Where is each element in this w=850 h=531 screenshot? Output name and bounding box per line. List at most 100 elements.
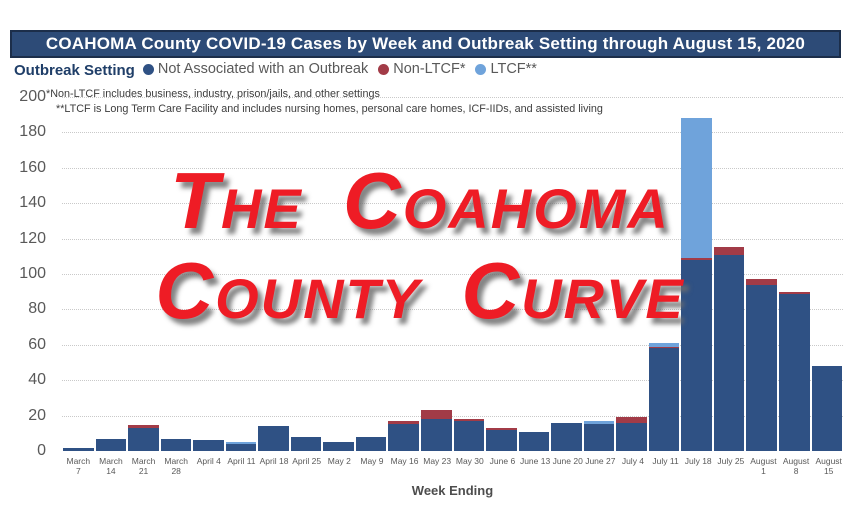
y-tick-label: 200 xyxy=(19,88,46,105)
bar-segment xyxy=(193,440,224,451)
y-tick-label: 40 xyxy=(28,371,46,389)
bar-column xyxy=(583,97,615,451)
bar-column xyxy=(811,97,843,451)
legend-dot-icon xyxy=(378,63,390,75)
bar-segment xyxy=(225,443,257,451)
bar-column xyxy=(486,97,517,451)
bar-segment xyxy=(225,442,257,444)
legend-item: Not Associated with an Outbreak xyxy=(142,61,369,78)
bar-segment xyxy=(616,417,647,423)
bar-segment xyxy=(518,431,550,451)
x-axis-title: Week Ending xyxy=(411,483,494,498)
gridline xyxy=(62,274,843,275)
gridline xyxy=(62,309,843,311)
gridline xyxy=(62,167,843,169)
bar-segment xyxy=(453,420,485,451)
bar-column xyxy=(388,97,420,451)
x-tick-label: March 7 xyxy=(66,456,91,476)
bar-column xyxy=(63,97,94,451)
x-tick-label: April 25 xyxy=(292,456,322,466)
bar-segment xyxy=(258,426,289,451)
bar-segment xyxy=(779,293,810,451)
bar-column xyxy=(746,97,778,451)
legend-item: Non-LTCF* xyxy=(378,61,465,77)
legend-dot-icon xyxy=(475,63,487,75)
y-tick-label: 80 xyxy=(28,300,46,318)
x-tick-label: April 11 xyxy=(227,456,256,466)
bar-column xyxy=(648,97,680,451)
bar-segment xyxy=(583,420,615,425)
bar-segment xyxy=(355,436,387,451)
x-axis: March 7 March 14 March 21 March 28 April 4 Ap… xyxy=(62,456,845,476)
bar-segment xyxy=(421,419,452,451)
bar-column xyxy=(323,97,354,451)
bar-segment xyxy=(779,291,810,294)
x-tick-label: June 13 xyxy=(519,456,551,466)
gridline xyxy=(62,344,843,346)
bar-segment xyxy=(486,428,517,430)
bar-segment xyxy=(388,420,420,425)
bar-segment xyxy=(128,428,159,451)
bar-segment xyxy=(681,259,712,451)
bar-segment xyxy=(648,343,680,347)
y-tick-label: 0 xyxy=(37,442,46,459)
chart-legend: Outbreak Setting Not Associated with an … xyxy=(14,60,547,80)
bar-segment xyxy=(681,258,712,260)
x-tick-label: June 27 xyxy=(585,456,616,466)
legend-item-label: Non-LTCF* xyxy=(393,61,466,78)
bar-segment xyxy=(95,438,127,451)
bar-segment xyxy=(388,424,420,451)
bar-segment xyxy=(160,438,192,451)
y-axis: 0 20 40 60 80 100 120 140 160 180 200 xyxy=(0,88,54,459)
x-tick-label: August 1 xyxy=(750,456,777,476)
bar-segment xyxy=(648,348,680,451)
legend-dot-icon xyxy=(142,63,154,75)
x-tick-label: July 25 xyxy=(717,456,745,466)
x-tick-label: March 14 xyxy=(99,456,123,476)
x-tick-label: July 18 xyxy=(684,456,712,466)
footnote-ltcf: **LTCF is Long Term Care Facility and in… xyxy=(56,102,603,115)
x-tick-label: March 21 xyxy=(131,456,156,476)
x-tick-label: July 11 xyxy=(652,456,679,466)
bar-column xyxy=(193,97,224,451)
legend-items: Not Associated with an Outbreak Non-LTCF*… xyxy=(142,61,547,79)
bar-segment xyxy=(681,118,712,259)
bar-segment xyxy=(128,424,159,428)
y-tick-label: 60 xyxy=(28,335,46,353)
legend-item-label: LTCF** xyxy=(490,61,537,78)
footnotes: *Non-LTCF includes business, industry, p… xyxy=(46,87,603,116)
bar-segment xyxy=(63,447,94,451)
x-tick-label: April 4 xyxy=(196,456,221,466)
bar-segment xyxy=(746,279,778,285)
x-tick-label: June 6 xyxy=(489,456,516,466)
y-tick-label: 20 xyxy=(28,406,46,424)
x-tick-label: August 15 xyxy=(815,456,842,476)
bar-series xyxy=(62,97,843,451)
bar-column xyxy=(95,97,127,451)
y-tick-label: 100 xyxy=(19,265,46,282)
legend-item: LTCF** xyxy=(475,61,537,78)
bar-segment xyxy=(551,422,582,451)
bar-column xyxy=(290,97,322,451)
bar-segment xyxy=(713,254,745,451)
footnote-non-ltcf: *Non-LTCF includes business, industry, p… xyxy=(46,88,380,100)
gridline xyxy=(62,132,843,134)
bar-segment xyxy=(811,366,843,451)
bar-column xyxy=(421,97,452,451)
bar-column xyxy=(128,97,159,451)
x-tick-label: March 28 xyxy=(164,456,188,476)
bar-column xyxy=(258,97,289,451)
bar-column xyxy=(616,97,647,451)
bar-column xyxy=(225,97,257,451)
x-tick-label: May 16 xyxy=(390,456,419,466)
legend-item-label: Not Associated with an Outbreak xyxy=(157,61,369,78)
bar-column xyxy=(779,97,810,451)
gridline xyxy=(62,415,843,417)
bar-column xyxy=(518,97,550,451)
x-tick-label: August 8 xyxy=(782,456,810,476)
y-tick-label: 180 xyxy=(19,123,46,141)
bar-column xyxy=(681,97,712,451)
gridline xyxy=(62,203,843,205)
bar-segment xyxy=(616,422,647,451)
